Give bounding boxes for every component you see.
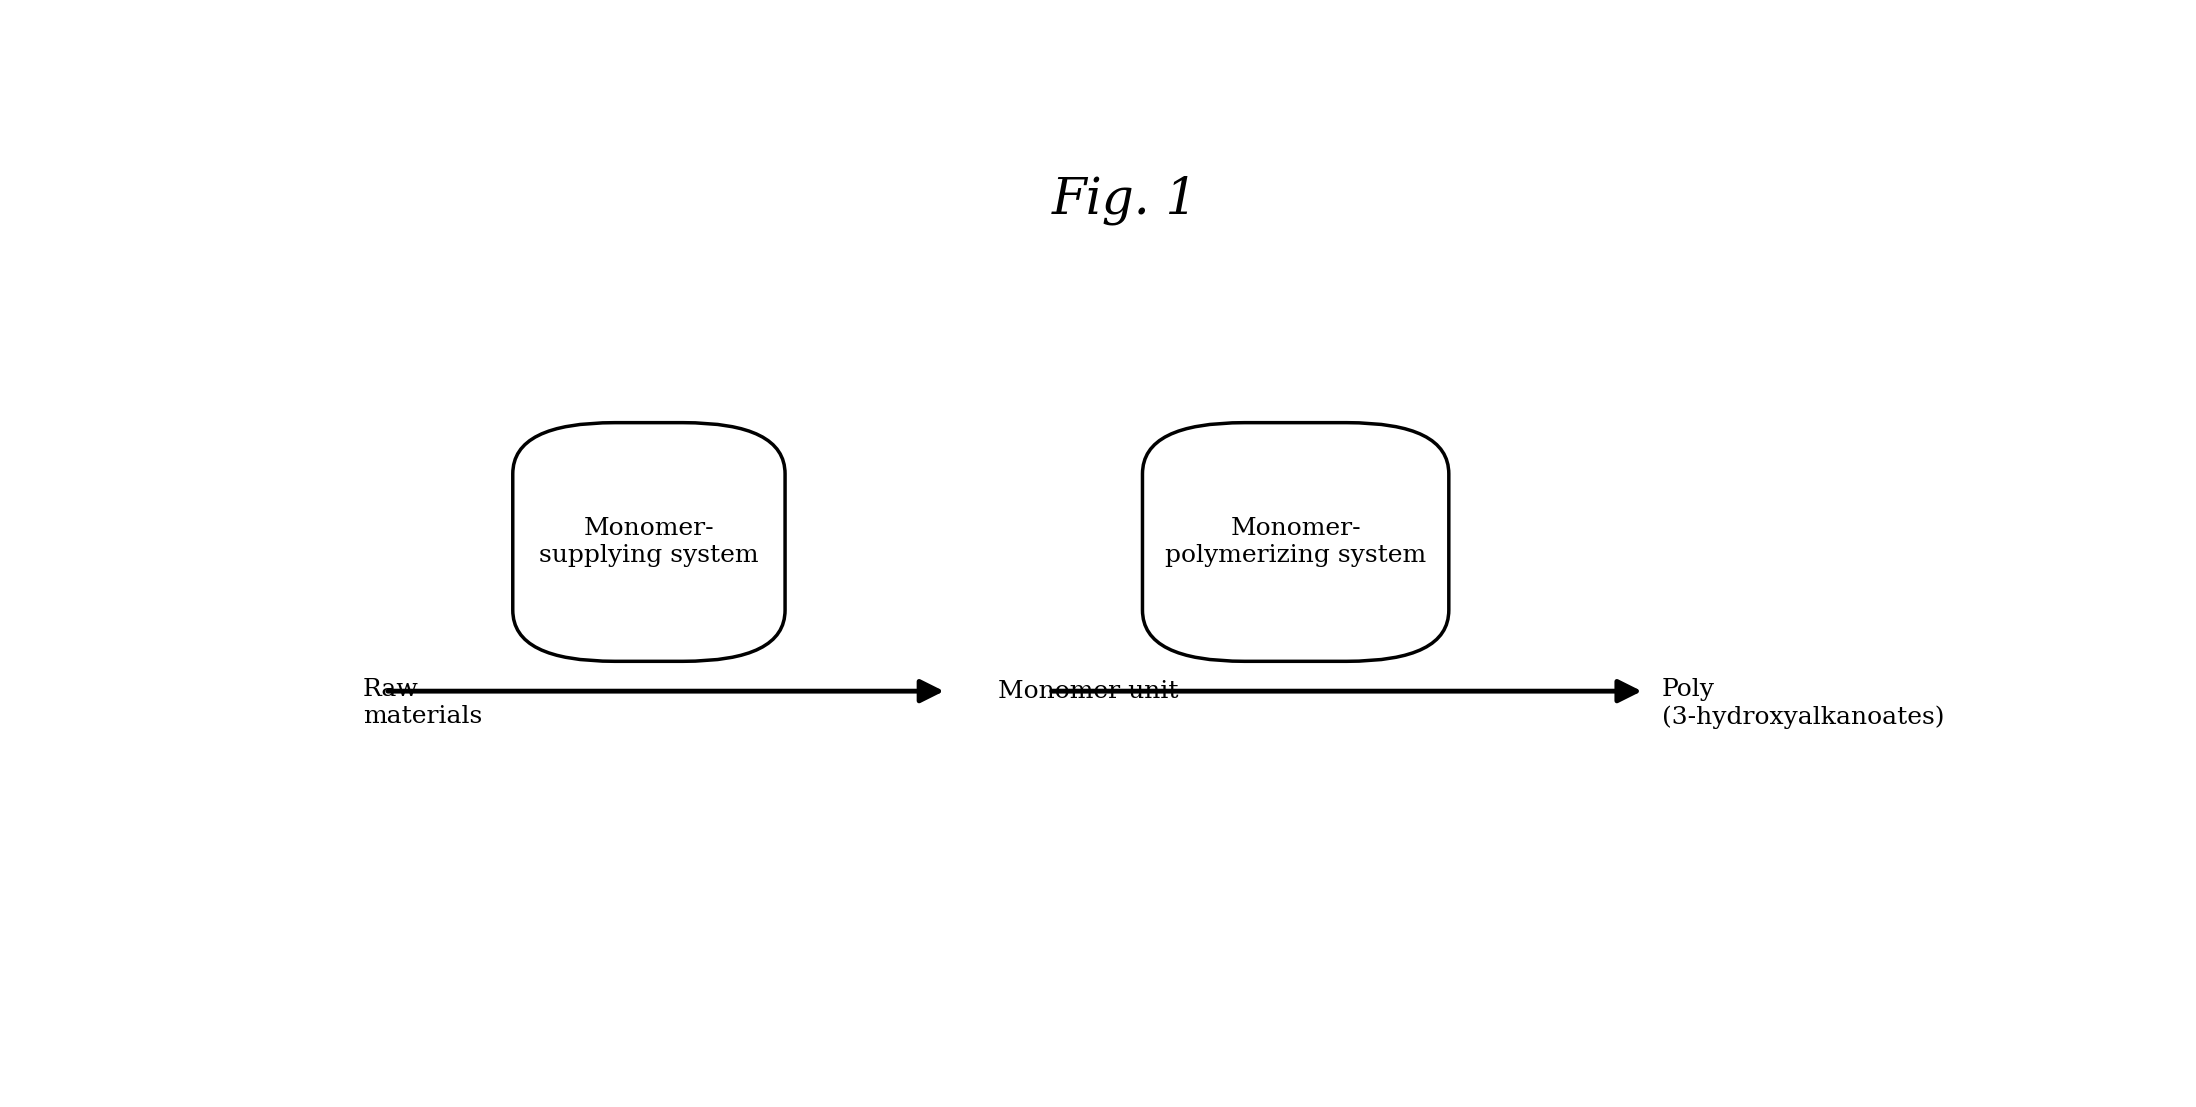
Text: Fig. 1: Fig. 1	[1052, 176, 1199, 225]
FancyBboxPatch shape	[514, 423, 786, 661]
Text: Monomer-
polymerizing system: Monomer- polymerizing system	[1166, 517, 1425, 567]
FancyBboxPatch shape	[1142, 423, 1449, 661]
Text: Poly
(3-hydroxyalkanoates): Poly (3-hydroxyalkanoates)	[1662, 679, 1943, 728]
Text: Raw
materials: Raw materials	[362, 679, 483, 728]
Text: Monomer-
supplying system: Monomer- supplying system	[540, 517, 758, 567]
Text: Monomer unit: Monomer unit	[997, 680, 1179, 703]
